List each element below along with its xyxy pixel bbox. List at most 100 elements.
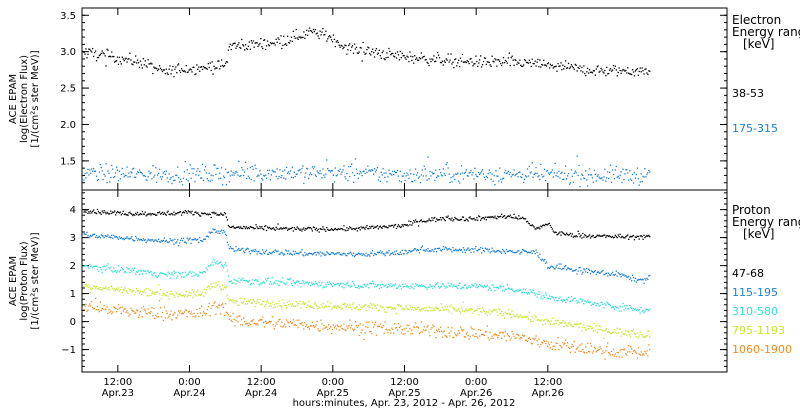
data-point bbox=[317, 285, 319, 287]
data-point bbox=[392, 328, 394, 331]
data-point bbox=[127, 292, 129, 294]
data-point bbox=[138, 314, 141, 316]
data-point bbox=[395, 227, 398, 230]
data-point bbox=[480, 252, 483, 254]
data-point bbox=[271, 42, 273, 44]
data-point bbox=[558, 170, 560, 172]
data-point bbox=[353, 228, 356, 230]
data-point bbox=[241, 279, 243, 281]
data-point bbox=[566, 233, 569, 236]
data-point bbox=[416, 172, 419, 174]
data-point bbox=[575, 324, 577, 326]
data-point bbox=[126, 236, 128, 238]
data-point bbox=[320, 284, 322, 286]
data-point bbox=[94, 265, 97, 267]
data-point bbox=[195, 274, 197, 276]
data-point bbox=[410, 173, 412, 175]
data-point bbox=[589, 237, 592, 239]
data-point bbox=[508, 287, 510, 289]
data-point bbox=[464, 219, 466, 222]
data-point bbox=[519, 218, 521, 220]
data-point bbox=[136, 171, 139, 173]
data-point bbox=[455, 217, 457, 220]
data-point bbox=[505, 249, 508, 251]
data-point bbox=[580, 350, 582, 353]
data-point bbox=[548, 321, 551, 323]
data-point bbox=[616, 75, 618, 77]
data-point bbox=[533, 63, 535, 65]
data-point bbox=[92, 47, 94, 50]
data-point bbox=[420, 219, 422, 221]
data-point bbox=[357, 308, 359, 311]
data-point bbox=[182, 70, 185, 73]
data-point bbox=[568, 347, 571, 350]
data-point bbox=[115, 270, 117, 272]
data-point bbox=[239, 46, 241, 49]
data-point bbox=[234, 279, 236, 281]
data-point bbox=[155, 214, 157, 216]
data-point bbox=[492, 337, 494, 339]
data-point bbox=[402, 253, 404, 255]
data-point bbox=[490, 216, 492, 219]
data-point bbox=[184, 71, 186, 73]
data-point bbox=[141, 67, 143, 69]
data-point bbox=[637, 310, 639, 312]
data-point bbox=[134, 176, 136, 179]
data-point bbox=[148, 295, 150, 297]
electron-panel: ACE EPAM log(Electron Flux) [1/(cm²s ster … bbox=[8, 7, 800, 191]
data-point bbox=[553, 345, 555, 347]
data-point bbox=[228, 225, 230, 228]
data-point bbox=[243, 279, 245, 282]
data-point bbox=[223, 314, 226, 316]
data-point bbox=[425, 248, 427, 251]
data-point bbox=[510, 317, 512, 319]
data-point bbox=[240, 175, 242, 177]
data-point bbox=[178, 271, 180, 273]
data-point bbox=[163, 69, 165, 71]
data-point bbox=[400, 181, 402, 183]
data-point bbox=[376, 225, 379, 227]
electron-series bbox=[83, 27, 651, 188]
data-point bbox=[447, 309, 449, 311]
data-point bbox=[598, 234, 600, 236]
data-point bbox=[99, 163, 101, 166]
data-point bbox=[503, 290, 506, 292]
data-point bbox=[280, 281, 282, 283]
data-point bbox=[544, 64, 546, 66]
data-point bbox=[179, 178, 182, 180]
data-point bbox=[504, 252, 507, 254]
data-point bbox=[627, 67, 629, 69]
data-point bbox=[623, 237, 625, 239]
data-point bbox=[457, 249, 459, 251]
data-point bbox=[173, 243, 175, 245]
data-point bbox=[113, 211, 115, 214]
data-point bbox=[161, 70, 164, 73]
data-point bbox=[201, 177, 203, 179]
data-point bbox=[366, 49, 368, 51]
data-point bbox=[629, 351, 631, 353]
data-point bbox=[553, 323, 555, 325]
data-point bbox=[560, 263, 562, 265]
data-point bbox=[589, 174, 592, 176]
data-point bbox=[218, 281, 220, 283]
data-point bbox=[622, 236, 624, 238]
data-point bbox=[125, 272, 127, 274]
data-point bbox=[463, 336, 465, 338]
data-point bbox=[91, 265, 93, 267]
data-point bbox=[435, 284, 437, 286]
data-point bbox=[259, 170, 261, 172]
data-point bbox=[99, 286, 101, 289]
data-point bbox=[340, 228, 342, 230]
data-point bbox=[570, 235, 573, 237]
data-point bbox=[345, 329, 347, 332]
data-point bbox=[104, 55, 106, 57]
data-point bbox=[563, 343, 565, 345]
data-point bbox=[406, 253, 408, 255]
data-point bbox=[341, 171, 343, 173]
data-point bbox=[135, 312, 137, 314]
data-point bbox=[385, 311, 387, 313]
data-point bbox=[562, 341, 564, 344]
data-point bbox=[302, 324, 304, 327]
data-point bbox=[548, 267, 551, 269]
data-point bbox=[468, 217, 470, 219]
